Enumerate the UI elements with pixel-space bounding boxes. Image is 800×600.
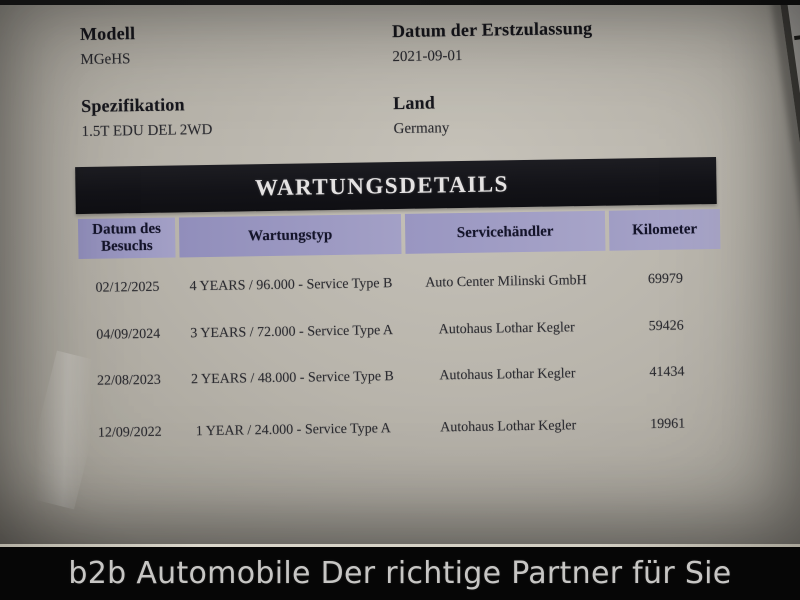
cell-servicehaendler: Autohaus Lothar Kegler (440, 418, 577, 436)
cell-datum: 02/12/2025 (95, 279, 160, 296)
table-row: 12/09/2022 1 YEAR / 24.000 - Service Typ… (2, 412, 800, 447)
field-spezifikation: Spezifikation 1.5T EDU DEL 2WD (81, 94, 213, 141)
column-header-kilometer: Kilometer (608, 208, 721, 251)
field-label: Land (392, 92, 436, 114)
cell-servicehaendler: Autohaus Lothar Kegler (439, 366, 576, 384)
table-row: 04/09/2024 3 YEARS / 72.000 - Service Ty… (1, 314, 800, 349)
cell-kilometer: 41434 (649, 364, 685, 381)
field-value: MGeHS (80, 51, 131, 68)
cell-datum: 04/09/2024 (96, 326, 161, 343)
field-land: Land Germany (393, 92, 450, 138)
field-value: Germany (393, 120, 450, 138)
field-label: Modell (79, 23, 136, 44)
cell-wartungstyp: 3 YEARS / 72.000 - Service Type A (190, 323, 394, 342)
cell-kilometer: 69979 (647, 271, 684, 288)
cell-wartungstyp: 2 YEARS / 48.000 - Service Type B (190, 369, 394, 388)
dealer-banner: b2b Automobile Der richtige Partner für … (0, 547, 800, 600)
column-header-wartungstyp: Wartungstyp (178, 213, 402, 258)
cell-servicehaendler: Autohaus Lothar Kegler (438, 320, 575, 338)
wartungsdetails-title-bar: WARTUNGSDETAILS (75, 157, 717, 215)
field-modell: Modell MGeHS (80, 23, 136, 69)
column-header-datum-des-besuchs: Datum des Besuchs (77, 217, 176, 260)
document-paper: Modell MGeHS Datum der Erstzulassung 202… (0, 5, 800, 547)
section-title: WARTUNGSDETAILS (254, 170, 510, 200)
photo-top-edge (0, 0, 800, 5)
field-erstzulassung: Datum der Erstzulassung 2021-09-01 (392, 18, 593, 66)
dealer-banner-text: b2b Automobile Der richtige Partner für … (68, 556, 732, 591)
cell-wartungstyp: 1 YEAR / 24.000 - Service Type A (195, 421, 391, 440)
field-value: 1.5T EDU DEL 2WD (81, 121, 213, 140)
cell-kilometer: 19961 (650, 416, 686, 433)
table-row: 02/12/2025 4 YEARS / 96.000 - Service Ty… (0, 267, 800, 302)
column-header-servicehaendler: Servicehändler (404, 210, 606, 254)
cell-servicehaendler: Auto Center Milinski GmbH (425, 273, 587, 291)
field-label: Spezifikation (80, 94, 185, 116)
paper-bottom-edge (0, 544, 800, 547)
cell-kilometer: 59426 (648, 318, 684, 335)
field-label: Datum der Erstzulassung (391, 17, 593, 42)
field-value: 2021-09-01 (392, 47, 463, 66)
cell-datum: 22/08/2023 (96, 372, 161, 389)
cell-datum: 12/09/2022 (97, 424, 162, 441)
document-content: Modell MGeHS Datum der Erstzulassung 202… (0, 5, 800, 547)
table-row: 22/08/2023 2 YEARS / 48.000 - Service Ty… (1, 360, 800, 395)
cell-wartungstyp: 4 YEARS / 96.000 - Service Type B (189, 276, 393, 295)
